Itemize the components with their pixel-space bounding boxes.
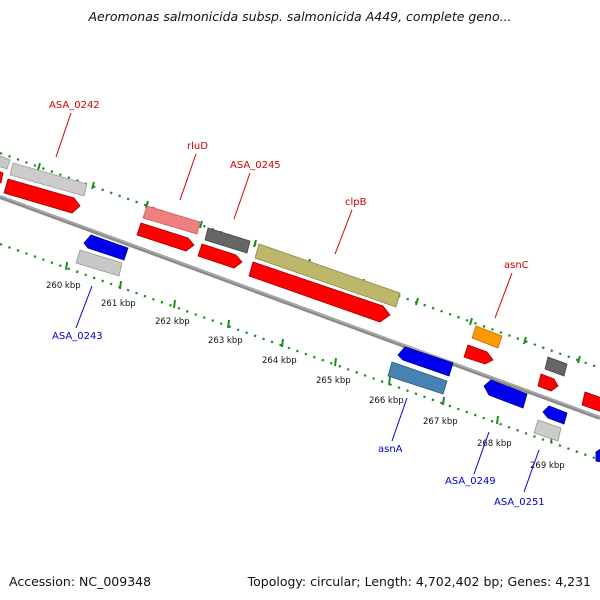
gene-feature-red[interactable] <box>248 261 391 323</box>
connector-asa-0249 <box>473 431 490 475</box>
gene-label-asa-0249[interactable]: ASA_0249 <box>445 476 496 487</box>
connector-asa-0245 <box>233 172 251 220</box>
gene-feature-olive[interactable] <box>254 243 401 308</box>
forward-tick-mark <box>253 239 257 248</box>
forward-tick-mark <box>415 297 419 306</box>
forward-tick-mark <box>577 355 581 364</box>
map-title: Aeromonas salmonicida subsp. salmonicida… <box>88 9 512 24</box>
gene-feature-red[interactable] <box>3 178 81 214</box>
tick-label-266: 266 kbp <box>369 396 404 406</box>
tick-mark-260 <box>65 261 68 271</box>
connector-asa-0243 <box>75 285 93 329</box>
tick-label-269: 269 kbp <box>530 461 565 471</box>
reverse-genes <box>75 234 600 463</box>
gene-feature-red[interactable] <box>537 373 559 392</box>
gene-feature-blue[interactable] <box>83 234 129 261</box>
gene-feature-orange[interactable] <box>471 325 503 349</box>
tick-mark-263 <box>227 319 230 329</box>
tick-label-265: 265 kbp <box>316 376 351 386</box>
tick-mark-265 <box>334 357 337 367</box>
tick-mark-262 <box>173 299 176 309</box>
forward-genes <box>0 155 600 412</box>
gene-feature-dark[interactable] <box>544 356 568 377</box>
tick-mark-267 <box>442 396 445 406</box>
gene-feature-red[interactable] <box>463 344 494 365</box>
forward-tick-mark <box>469 317 473 326</box>
tick-label-262: 262 kbp <box>155 317 190 327</box>
gene-feature-red[interactable] <box>581 391 600 412</box>
forward-tick-mark <box>523 336 527 345</box>
gene-feature-blue[interactable] <box>542 405 568 425</box>
tick-mark-261 <box>119 280 122 290</box>
forward-track-line <box>0 151 600 370</box>
genome-summary-text: Topology: circular; Length: 4,702,402 bp… <box>247 574 591 589</box>
tick-mark-264 <box>281 338 284 348</box>
gene-feature-blue[interactable] <box>595 448 600 463</box>
gene-label-asa-0243[interactable]: ASA_0243 <box>52 331 103 342</box>
gene-feature-gray[interactable] <box>533 419 562 442</box>
connector-asnc <box>494 272 513 319</box>
tick-mark-268 <box>496 415 499 425</box>
gene-feature-gray[interactable] <box>0 155 11 170</box>
gene-label-asa-0242[interactable]: ASA_0242 <box>49 100 100 111</box>
gene-feature-pink[interactable] <box>142 205 201 235</box>
gene-feature-gray[interactable] <box>9 162 88 197</box>
gene-feature-red[interactable] <box>136 222 195 252</box>
connector-rlud <box>179 153 197 201</box>
forward-tick-mark <box>199 220 203 229</box>
gene-label-rlud[interactable]: rluD <box>187 141 208 152</box>
gene-label-asa-0245[interactable]: ASA_0245 <box>230 160 281 171</box>
gene-feature-steel[interactable] <box>387 361 448 395</box>
gene-feature-blue[interactable] <box>397 346 454 377</box>
genome-backbone-highlight <box>0 195 600 418</box>
connector-clpb <box>334 209 353 255</box>
accession-text: Accession: NC_009348 <box>9 574 152 589</box>
forward-tick-mark <box>37 162 41 171</box>
gene-feature-red[interactable] <box>197 243 243 269</box>
connector-asa-0242 <box>55 112 72 158</box>
reverse-track-line <box>0 242 600 462</box>
gene-feature-gray[interactable] <box>75 249 123 277</box>
gene-label-asnc[interactable]: asnC <box>504 260 529 271</box>
forward-tick-mark <box>91 181 95 190</box>
gene-feature-red[interactable] <box>0 171 4 184</box>
tick-label-260: 260 kbp <box>46 281 81 291</box>
label-connectors <box>55 112 540 493</box>
tick-label-261: 261 kbp <box>101 299 136 309</box>
tick-label-264: 264 kbp <box>262 356 297 366</box>
tick-label-263: 263 kbp <box>208 336 243 346</box>
connector-asa-0251 <box>523 449 540 493</box>
tick-label-267: 267 kbp <box>423 417 458 427</box>
connector-asna <box>391 397 408 442</box>
gene-feature-blue[interactable] <box>483 379 528 409</box>
tick-mark-266 <box>388 376 391 386</box>
gene-label-clpb[interactable]: clpB <box>345 197 367 208</box>
gene-label-asa-0251[interactable]: ASA_0251 <box>494 497 545 508</box>
genome-backbone <box>0 195 600 420</box>
gene-feature-dark[interactable] <box>204 227 251 254</box>
tick-label-268: 268 kbp <box>477 439 512 449</box>
gene-label-asna[interactable]: asnA <box>378 444 403 455</box>
